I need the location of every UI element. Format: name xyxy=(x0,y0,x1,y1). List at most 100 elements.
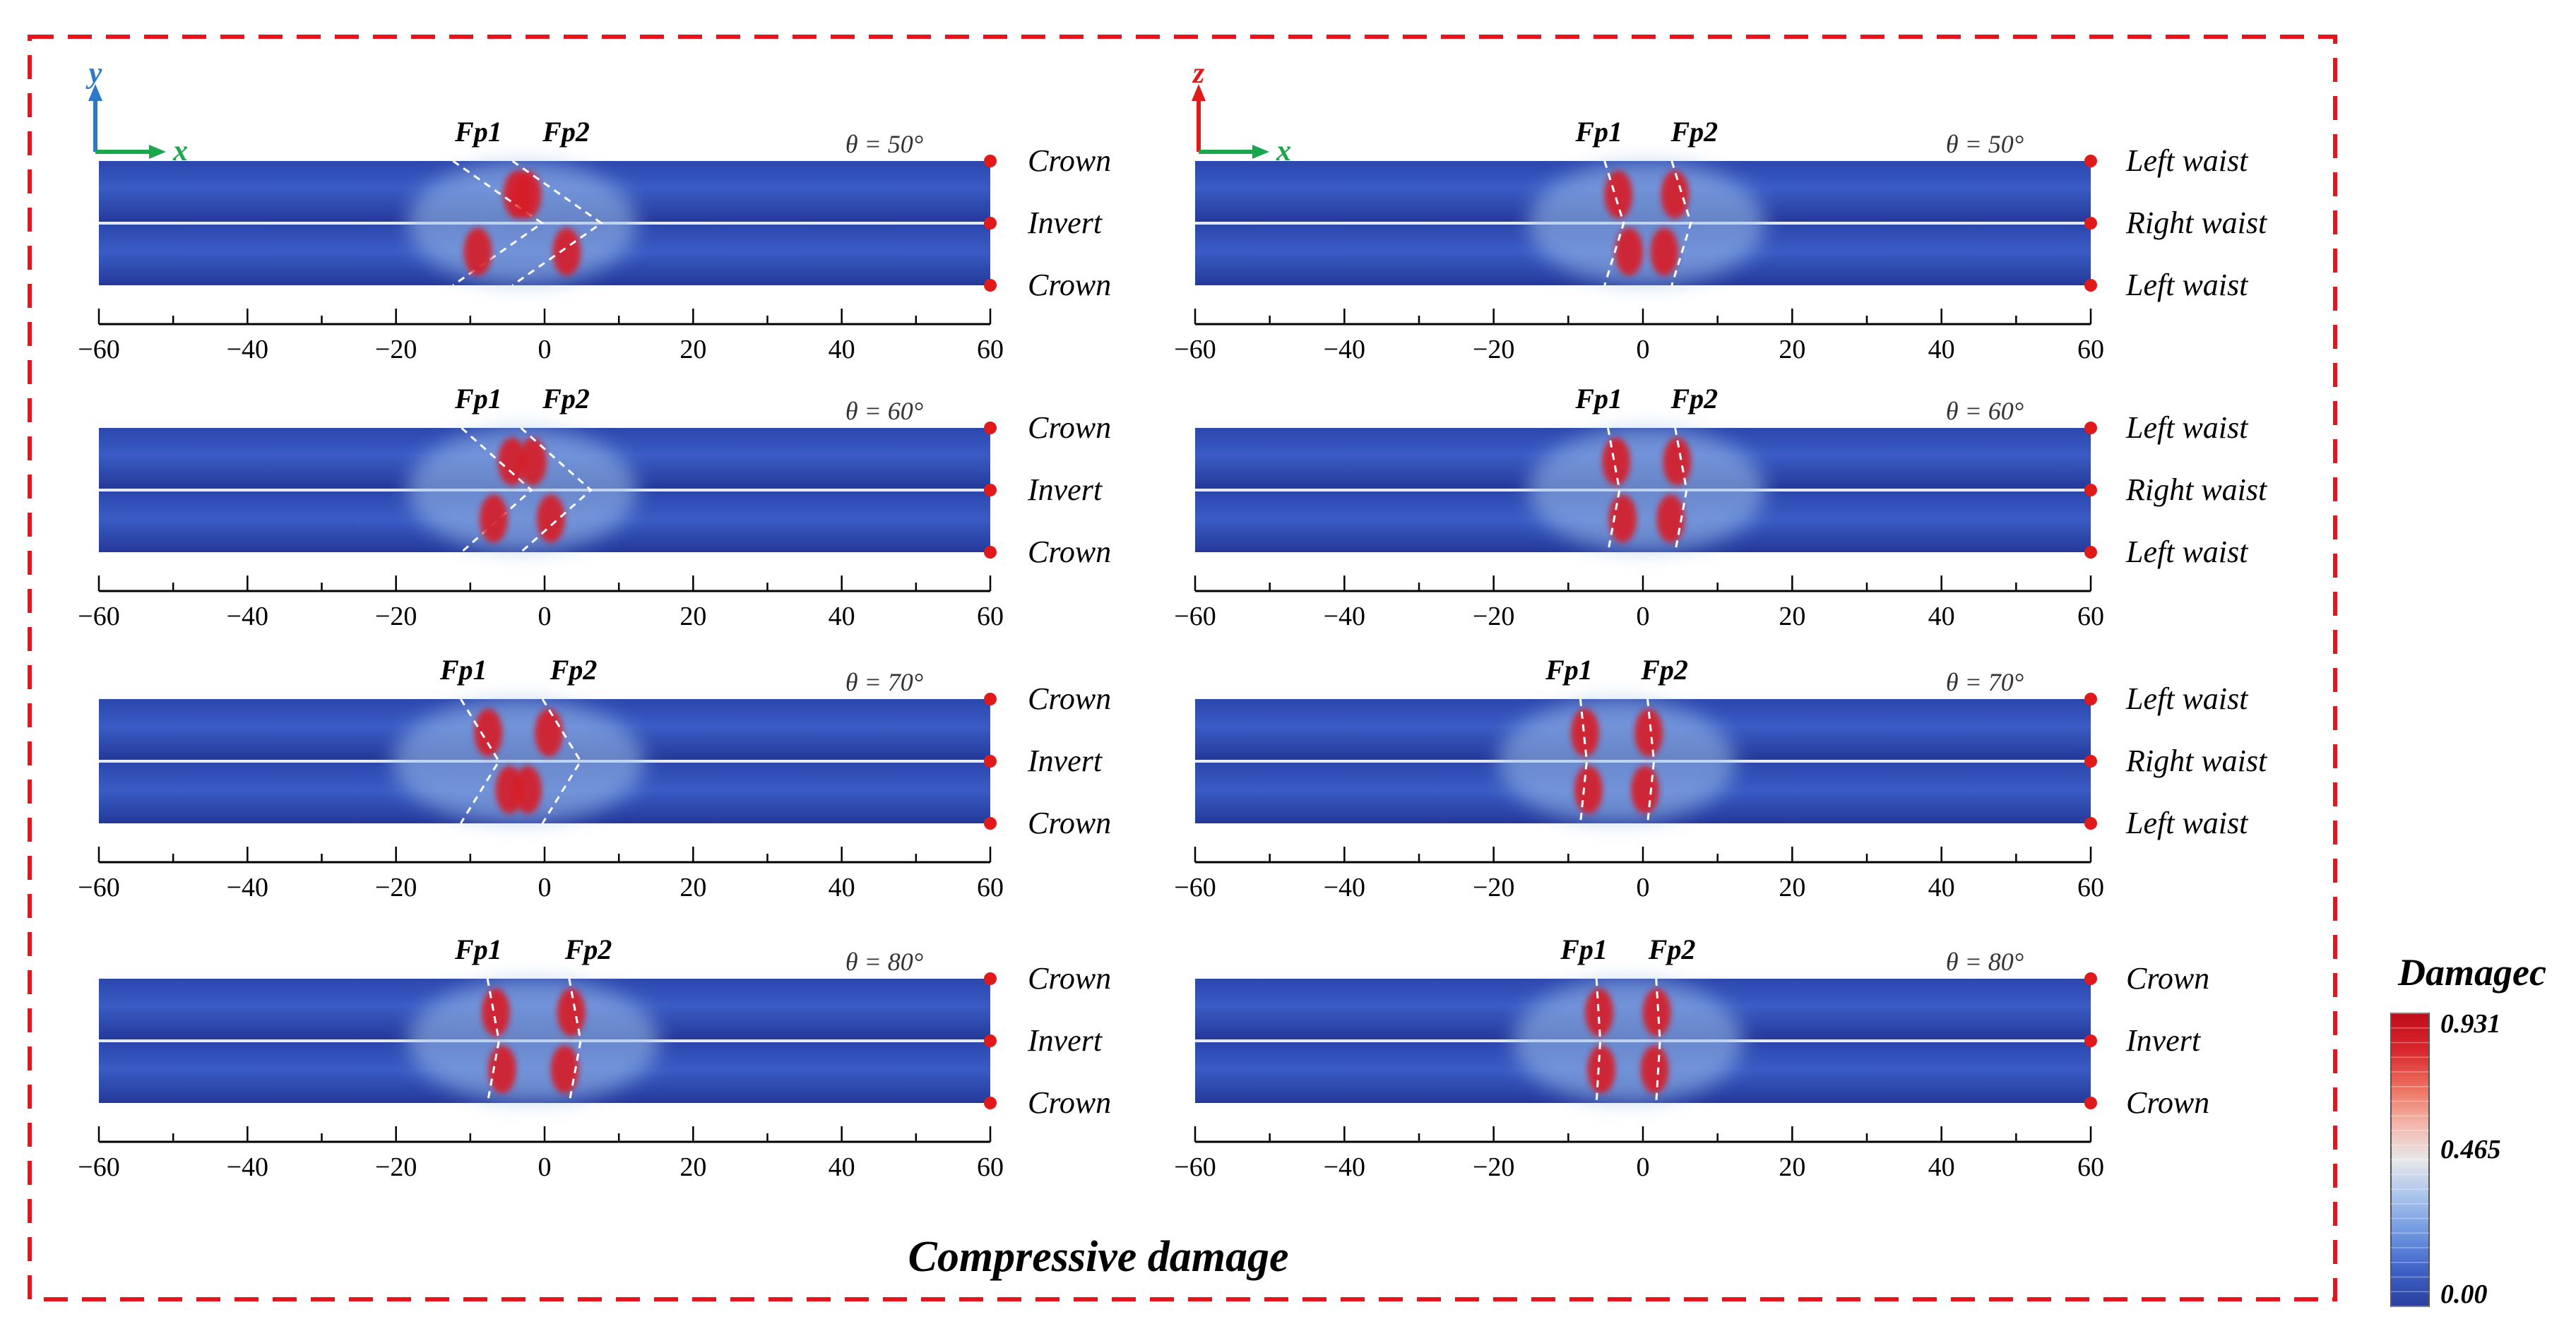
damage-halo xyxy=(1513,979,1743,1103)
damage-zone xyxy=(1656,494,1685,543)
position-label: Right waist xyxy=(2125,472,2268,507)
fracture-label: Fp2 xyxy=(1640,654,1688,686)
x-tick-label: −60 xyxy=(78,1152,119,1182)
position-label: Invert xyxy=(1027,744,1103,778)
x-tick-label: 0 xyxy=(538,335,552,364)
damage-panel: Fp1 Fp2 θ = 80° Crown Invert Crown −60 −40 −20 0 2… xyxy=(78,934,1111,1182)
x-tick-label: −40 xyxy=(227,602,268,631)
x-tick-label: 20 xyxy=(679,873,706,902)
damage-zone xyxy=(497,437,526,486)
damage-zone xyxy=(1650,227,1679,276)
x-tick-label: 0 xyxy=(538,873,552,902)
theta-label: θ = 70° xyxy=(1946,668,2024,696)
x-tick-label: 40 xyxy=(829,335,855,364)
theta-label: θ = 80° xyxy=(845,948,923,976)
position-marker xyxy=(984,693,997,705)
damage-zone xyxy=(1602,437,1631,486)
damage-zone xyxy=(550,1045,579,1094)
fracture-path xyxy=(1607,427,1621,553)
damage-zone xyxy=(1631,765,1660,814)
position-marker xyxy=(2084,1097,2097,1109)
fracture-label: Fp1 xyxy=(454,934,502,965)
theta-label: θ = 50° xyxy=(845,130,923,158)
x-tick-label: 0 xyxy=(538,1152,552,1182)
damage-zone xyxy=(513,170,542,219)
fracture-label: Fp2 xyxy=(1670,383,1718,414)
damage-zone xyxy=(1661,170,1690,219)
colorbar-min-label: 0.00 xyxy=(2440,1280,2488,1309)
damage-zone xyxy=(1574,765,1603,814)
x-tick-label: −40 xyxy=(1324,1152,1365,1182)
x-tick-label: 20 xyxy=(679,1152,706,1182)
damage-halo xyxy=(1528,428,1765,552)
x-tick-label: 40 xyxy=(1928,873,1955,902)
vertical-arrowhead-icon xyxy=(1192,84,1206,101)
x-tick-label: 0 xyxy=(1637,602,1650,631)
x-tick-label: −20 xyxy=(1473,602,1514,631)
damage-zone xyxy=(1587,1045,1616,1094)
x-tick-label: −20 xyxy=(1473,873,1514,902)
x-tick-label: −60 xyxy=(78,873,119,902)
x-tick-label: 60 xyxy=(977,602,1004,631)
damage-halo xyxy=(393,699,645,823)
damage-zone xyxy=(487,1045,516,1094)
position-marker xyxy=(2084,217,2097,229)
colorbar-max-label: 0.931 xyxy=(2440,1009,2501,1039)
position-label: Invert xyxy=(1027,205,1103,240)
dashed-frame xyxy=(28,35,2337,1301)
x-tick-label: 20 xyxy=(1779,1152,1805,1182)
position-label: Left waist xyxy=(2125,143,2249,178)
fracture-label: Fp2 xyxy=(542,383,590,414)
position-marker xyxy=(2084,422,2097,434)
x-tick-label: 40 xyxy=(829,873,855,902)
position-marker xyxy=(984,972,997,985)
theta-label: θ = 50° xyxy=(1946,130,2024,158)
x-tick-label: 60 xyxy=(2077,602,2104,631)
x-tick-label: −40 xyxy=(1324,602,1365,631)
fracture-path xyxy=(1595,978,1602,1104)
fracture-path xyxy=(1646,698,1656,824)
position-marker xyxy=(984,546,997,559)
fracture-label: Fp1 xyxy=(1560,934,1608,965)
damage-zone xyxy=(1615,227,1644,276)
x-tick-label: −60 xyxy=(1174,335,1216,364)
fracture-path xyxy=(568,978,582,1104)
position-marker xyxy=(2084,155,2097,167)
damage-zone xyxy=(463,227,492,276)
position-marker xyxy=(984,1034,997,1047)
position-marker xyxy=(2084,972,2097,985)
damage-zone xyxy=(518,437,547,486)
position-label: Crown xyxy=(1028,535,1111,569)
fracture-label: Fp1 xyxy=(1574,116,1622,148)
horizontal-axis-label: x xyxy=(1276,135,1291,167)
position-label: Crown xyxy=(2126,961,2209,996)
fracture-path xyxy=(511,160,604,287)
x-tick-label: 20 xyxy=(1779,602,1805,631)
position-marker xyxy=(2084,1034,2097,1047)
x-tick-label: 60 xyxy=(977,1152,1004,1182)
x-tick-label: 40 xyxy=(829,1152,855,1182)
x-tick-label: −40 xyxy=(227,873,268,902)
horizontal-arrowhead-icon xyxy=(149,145,166,159)
x-tick-label: 0 xyxy=(1637,335,1650,364)
x-tick-label: 20 xyxy=(679,602,706,631)
x-tick-label: 60 xyxy=(2077,335,2104,364)
theta-label: θ = 60° xyxy=(845,397,923,425)
fracture-label: Fp1 xyxy=(454,383,502,414)
fracture-label: Fp2 xyxy=(1670,116,1718,148)
position-label: Left waist xyxy=(2125,806,2249,840)
damage-zone xyxy=(1585,988,1614,1037)
x-tick-label: −20 xyxy=(375,602,417,631)
position-marker xyxy=(984,1097,997,1109)
position-marker xyxy=(984,817,997,830)
position-marker xyxy=(2084,279,2097,292)
fracture-path xyxy=(1603,160,1625,286)
position-marker xyxy=(984,755,997,768)
x-tick-label: 40 xyxy=(1928,1152,1955,1182)
x-tick-label: −20 xyxy=(375,335,417,364)
colorbar-mid-label: 0.465 xyxy=(2440,1135,2501,1164)
position-label: Invert xyxy=(1027,472,1103,507)
damage-zone xyxy=(552,227,581,276)
position-label: Crown xyxy=(1028,806,1111,840)
colorbar-scale xyxy=(2390,1013,2430,1307)
